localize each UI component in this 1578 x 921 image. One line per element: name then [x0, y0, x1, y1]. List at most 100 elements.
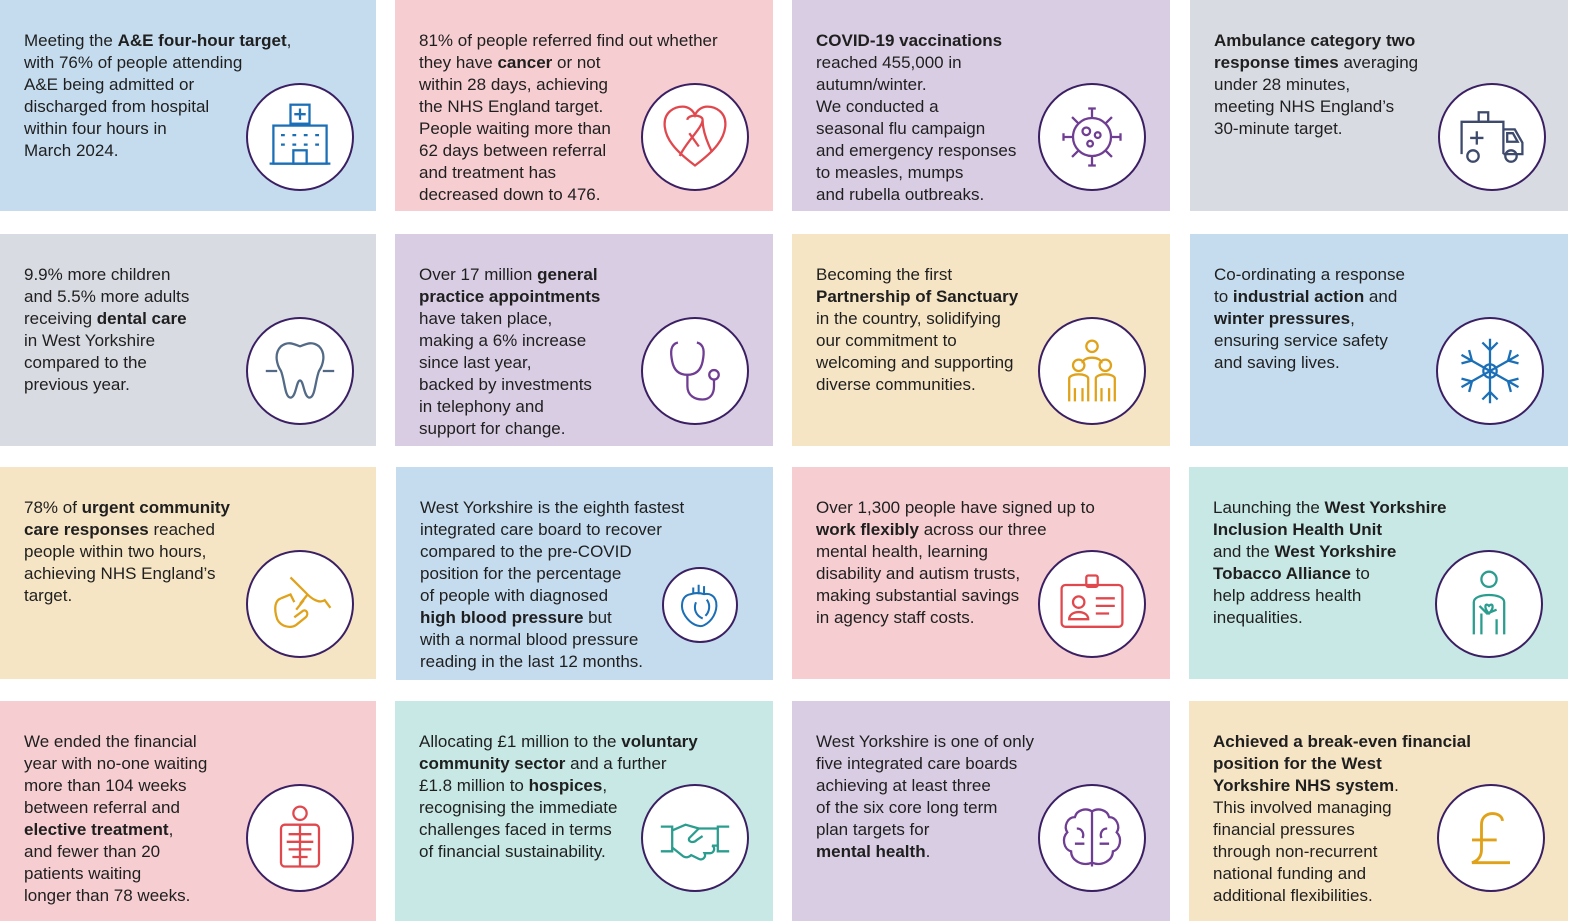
card-covid: COVID-19 vaccinations reached 455,000 in a… — [792, 0, 1170, 211]
highlight-text: elective treatment — [24, 820, 169, 839]
card-text: West Yorkshire is one of only five integr… — [816, 731, 1034, 863]
body-text: and a further — [565, 754, 667, 773]
body-text: inequalities. — [1213, 608, 1303, 627]
body-text: We conducted a — [816, 97, 939, 116]
body-text: mental health, learning — [816, 542, 989, 561]
body-text: £1.8 million to — [419, 776, 529, 795]
body-text: , — [1350, 309, 1355, 328]
id-badge-icon — [1038, 550, 1146, 658]
body-text: support for change. — [419, 419, 566, 438]
highlight-text: care responses — [24, 520, 149, 539]
snowflake-icon — [1436, 317, 1544, 425]
hospital-icon — [246, 83, 354, 191]
body-text: position for the percentage — [420, 564, 622, 583]
body-text: West Yorkshire is the eighth fastest — [420, 498, 685, 517]
body-text: diverse communities. — [816, 375, 976, 394]
body-text: help address health — [1213, 586, 1362, 605]
highlight-text: industrial action — [1232, 287, 1365, 306]
body-text: reached — [148, 520, 215, 539]
highlight-text: winter pressures — [1214, 309, 1351, 328]
xray-icon — [246, 784, 354, 892]
body-text: 78% of — [24, 498, 82, 517]
tooth-icon — [246, 317, 354, 425]
body-text: achieving NHS England’s — [24, 564, 216, 583]
body-text: through non-recurrent — [1213, 842, 1378, 861]
body-text: receiving — [24, 309, 97, 328]
body-text: since last year, — [419, 353, 532, 372]
highlight-text: West Yorkshire — [1324, 498, 1447, 517]
body-text: autumn/winter. — [816, 75, 927, 94]
card-blood-pressure: West Yorkshire is the eighth fastest inte… — [396, 467, 773, 680]
body-text: of the six core long term — [816, 798, 998, 817]
heart-organ-icon — [662, 567, 738, 643]
card-text: Co-ordinating a response to industrial ac… — [1214, 264, 1405, 374]
card-inclusion-health: Launching the West Yorkshire Inclusion He… — [1189, 467, 1568, 679]
body-text: have taken place, — [419, 309, 553, 328]
body-text: , — [602, 776, 608, 795]
body-text: 81% of people referred find out whether — [419, 31, 718, 50]
body-text: of financial sustainability. — [419, 842, 606, 861]
body-text: Co-ordinating a response — [1214, 265, 1405, 284]
card-gp: Over 17 million general practice appointm… — [395, 234, 773, 446]
card-mental-health: West Yorkshire is one of only five integr… — [792, 701, 1170, 921]
card-text: 9.9% more children and 5.5% more adults re… — [24, 264, 189, 396]
body-text: reached 455,000 in — [816, 53, 962, 72]
body-text: People waiting more than — [419, 119, 611, 138]
body-text: welcoming and supporting — [816, 353, 1014, 372]
ribbon-heart-icon — [641, 83, 749, 191]
highlight-text: practice appointments — [419, 287, 601, 306]
body-text: A&E being admitted or — [24, 75, 195, 94]
card-dental: 9.9% more children and 5.5% more adults re… — [0, 234, 376, 446]
highlight-text: position for the West — [1213, 754, 1382, 773]
body-text: compared to the — [24, 353, 147, 372]
highlight-text: urgent community — [81, 498, 230, 517]
handshake-help-icon — [246, 550, 354, 658]
body-text: , — [286, 31, 292, 50]
body-text: reading in the last 12 months. — [420, 652, 644, 671]
body-text: in West Yorkshire — [24, 331, 156, 350]
body-text: patients waiting — [24, 864, 142, 883]
card-text: 81% of people referred find out whether t… — [419, 30, 718, 206]
highlight-text: cancer — [497, 53, 553, 72]
brain-icon — [1038, 784, 1146, 892]
card-text: West Yorkshire is the eighth fastest inte… — [420, 497, 684, 673]
highlight-text: Achieved a break-even financial — [1213, 732, 1471, 751]
body-text: March 2024. — [24, 141, 119, 160]
stethoscope-icon — [641, 317, 749, 425]
body-text: within four hours in — [24, 119, 167, 138]
card-text: Meeting the A&E four-hour target, with 76… — [24, 30, 291, 162]
card-ambulance: Ambulance category two response times ave… — [1190, 0, 1568, 211]
body-text: in agency staff costs. — [816, 608, 975, 627]
body-text: West Yorkshire is one of only — [816, 732, 1034, 751]
card-cancer: 81% of people referred find out whether t… — [395, 0, 773, 211]
body-text: national funding and — [1213, 864, 1367, 883]
highlight-text: COVID-19 vaccinations — [816, 31, 1003, 50]
body-text: Launching the — [1213, 498, 1325, 517]
highlight-text: Yorkshire NHS system — [1213, 776, 1395, 795]
virus-icon — [1038, 83, 1146, 191]
body-text: people within two hours, — [24, 542, 207, 561]
body-text: ensuring service safety — [1214, 331, 1388, 350]
body-text: but — [583, 608, 612, 627]
body-text: decreased down to 476. — [419, 185, 601, 204]
card-industrial-action: Co-ordinating a response to industrial ac… — [1190, 234, 1568, 446]
body-text: and 5.5% more adults — [24, 287, 190, 306]
highlight-text: general — [537, 265, 598, 284]
body-text: We ended the financial — [24, 732, 197, 751]
body-text: within 28 days, achieving — [419, 75, 609, 94]
body-text: 9.9% more children — [24, 265, 171, 284]
body-text: longer than 78 weeks. — [24, 886, 191, 905]
pound-icon — [1437, 784, 1545, 892]
body-text: recognising the immediate — [419, 798, 618, 817]
highlight-text: Ambulance category two — [1214, 31, 1416, 50]
highlight-text: work flexibly — [816, 520, 919, 539]
body-text: making a 6% increase — [419, 331, 587, 350]
body-text: in the country, solidifying — [816, 309, 1001, 328]
card-financial-position: Achieved a break-even financial position … — [1189, 701, 1568, 921]
body-text: compared to the pre-COVID — [420, 542, 632, 561]
body-text: Allocating £1 million to the — [419, 732, 622, 751]
highlight-text: Inclusion Health Unit — [1213, 520, 1383, 539]
body-text: under 28 minutes, — [1214, 75, 1351, 94]
highlight-text: response times — [1214, 53, 1339, 72]
body-text: and emergency responses — [816, 141, 1017, 160]
